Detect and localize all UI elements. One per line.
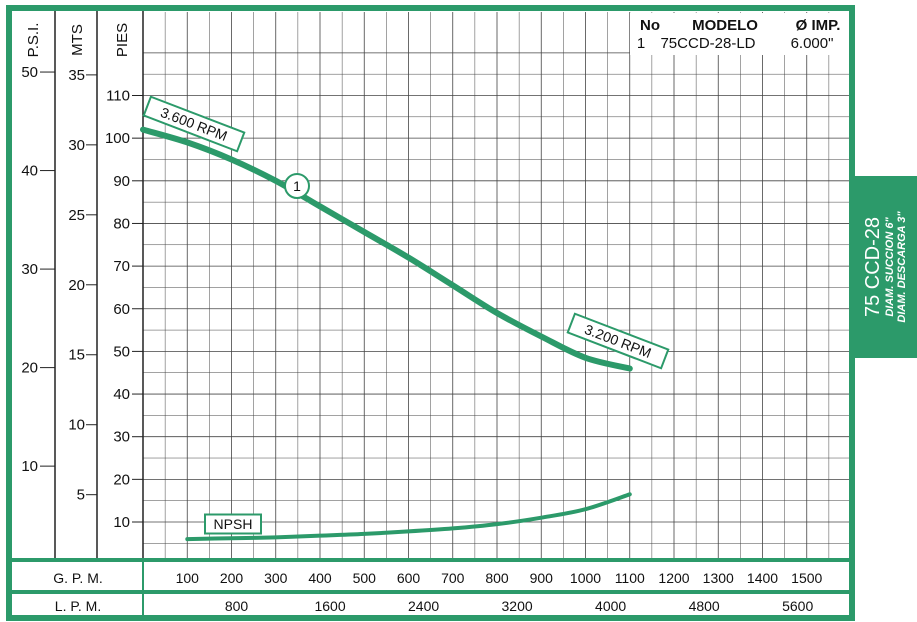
label-npsh-box — [204, 513, 262, 535]
x-tick-label-gpm: 200 — [220, 570, 244, 586]
y-tick-label-psi: 30 — [21, 261, 38, 278]
x-tick-label-gpm: 1500 — [791, 570, 822, 586]
legend-row-imp: 6.000" — [791, 35, 834, 52]
y-tick-label-psi: 20 — [21, 360, 38, 377]
model-legend: No MODELO Ø IMP. 1 75CCD-28-LD 6.000" — [630, 13, 849, 55]
y-tick-label-mts: 15 — [68, 347, 85, 364]
x-axis-title-gpm: G. P. M. — [53, 570, 103, 586]
y-axis-title: PIES — [114, 23, 131, 57]
curves — [140, 126, 633, 542]
y-tick-label-pies: 20 — [113, 471, 130, 488]
x-tick-label-lpm: 4800 — [689, 598, 720, 614]
x-tick-label-lpm: 4000 — [595, 598, 626, 614]
legend-header: MODELO — [692, 17, 758, 34]
y-tick-label-psi: 10 — [21, 458, 38, 475]
y-tick-label-pies: 110 — [106, 88, 130, 105]
x-axis-title-lpm: L. P. M. — [55, 598, 101, 614]
y-tick-label-pies: 90 — [113, 173, 130, 190]
y-tick-label-mts: 25 — [68, 207, 85, 224]
y-tick-label-mts: 10 — [68, 417, 85, 434]
label-npsh: NPSH — [214, 516, 253, 532]
x-tick-label-gpm: 1000 — [570, 570, 601, 586]
y-tick-label-mts: 30 — [68, 137, 85, 154]
x-tick-label-gpm: 300 — [264, 570, 288, 586]
x-tick-label-gpm: 600 — [397, 570, 421, 586]
y-axis-title: MTS — [69, 24, 86, 56]
legend-header: No — [640, 17, 660, 34]
x-tick-label-gpm: 1400 — [747, 570, 778, 586]
x-tick-label-gpm: 500 — [353, 570, 377, 586]
side-tab-suction: DIAM. SUCCION 6" — [884, 217, 896, 317]
y-tick-label-pies: 30 — [113, 429, 130, 446]
axes: P.S.I. MTS PIES102030405060708090100110510… — [11, 11, 849, 617]
x-tick-label-lpm: 1600 — [314, 598, 345, 614]
x-tick-label-gpm: 400 — [308, 570, 332, 586]
y-tick-label-psi: 40 — [21, 163, 38, 180]
x-tick-label-gpm: 1100 — [615, 570, 645, 586]
model-side-tab: 75 CCD-28 DIAM. SUCCION 6" DIAM. DESCARG… — [853, 176, 917, 358]
y-tick-label-pies: 50 — [113, 343, 130, 360]
y-tick-label-mts: 35 — [68, 67, 85, 84]
x-tick-label-gpm: 1300 — [703, 570, 734, 586]
y-tick-label-psi: 50 — [21, 64, 38, 81]
legend-row-modelo: 75CCD-28-LD — [660, 35, 755, 52]
label-3600-rpm-box — [142, 95, 246, 153]
y-axis-title: P.S.I. — [25, 23, 42, 58]
y-tick-label-pies: 80 — [113, 215, 130, 232]
x-tick-label-gpm: 100 — [176, 570, 200, 586]
x-tick-label-gpm: 700 — [441, 570, 465, 586]
y-tick-label-pies: 100 — [105, 130, 130, 147]
y-tick-label-pies: 40 — [113, 386, 130, 403]
x-tick-label-gpm: 1200 — [658, 570, 689, 586]
y-tick-label-pies: 60 — [113, 301, 130, 318]
curve-number-circle — [284, 173, 310, 199]
y-tick-label-pies: 70 — [113, 258, 130, 275]
side-tab-discharge: DIAM. DESCARGA 3" — [896, 211, 908, 323]
x-tick-label-gpm: 800 — [485, 570, 509, 586]
legend-background — [630, 13, 849, 55]
npsh-curve — [185, 492, 632, 542]
legend-header: Ø IMP. — [796, 17, 841, 34]
y-tick-label-mts: 5 — [77, 487, 85, 504]
side-tab-title: 75 CCD-28 — [862, 216, 884, 318]
x-tick-label-lpm: 5600 — [782, 598, 813, 614]
head-curve-series-1 — [140, 126, 633, 372]
x-tick-label-lpm: 800 — [225, 598, 249, 614]
curve-number-label: 1 — [293, 178, 301, 194]
y-tick-label-pies: 10 — [113, 514, 130, 531]
label-3200-rpm-box — [566, 312, 670, 370]
x-tick-label-gpm: 900 — [530, 570, 554, 586]
y-tick-label-mts: 20 — [68, 277, 85, 294]
x-tick-label-lpm: 3200 — [502, 598, 533, 614]
label-npsh-group: NPSH — [204, 513, 262, 535]
x-tick-label-lpm: 2400 — [408, 598, 439, 614]
legend-row-no: 1 — [637, 35, 645, 52]
